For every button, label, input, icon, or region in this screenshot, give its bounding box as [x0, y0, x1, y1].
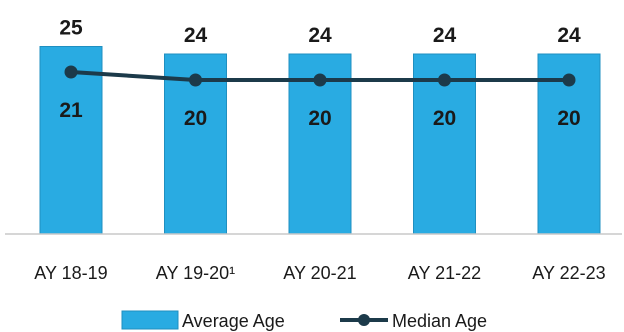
bar-value-label: 24	[308, 24, 332, 47]
median-point	[313, 73, 327, 87]
bar-value-label: 24	[433, 24, 457, 47]
x-tick-label: AY 20-21	[283, 263, 356, 283]
median-value-label: 21	[59, 99, 83, 122]
x-tick-label: AY 21-22	[408, 263, 481, 283]
bar-value-label: 25	[59, 17, 83, 40]
bar-labels-group: 25 24 24 24 24	[59, 17, 581, 48]
x-tick-label: AY 19-20¹	[156, 263, 235, 283]
median-value-label: 20	[308, 107, 331, 130]
median-value-label: 20	[433, 107, 456, 130]
x-tick-label: AY 22-23	[532, 263, 605, 283]
bar-value-label: 24	[184, 24, 208, 47]
median-point	[562, 73, 576, 87]
legend: Average Age Median Age	[121, 310, 487, 331]
legend-marker-median-age	[358, 314, 370, 326]
median-point	[438, 73, 451, 87]
median-point	[189, 73, 202, 87]
median-value-label: 20	[184, 107, 207, 130]
line-series-group	[64, 65, 576, 87]
x-tick-label: AY 18-19	[34, 263, 107, 283]
median-value-label: 20	[557, 107, 580, 130]
legend-label-average-age: Average Age	[182, 311, 285, 331]
line-labels-group: 21 20 20 20 20	[59, 99, 580, 130]
x-tick-labels-group: AY 18-19 AY 19-20¹ AY 20-21 AY 21-22 AY 22-2…	[34, 263, 605, 283]
median-point	[64, 65, 78, 79]
legend-swatch-average-age	[121, 310, 179, 330]
bar-value-label: 24	[557, 24, 581, 47]
legend-label-median-age: Median Age	[392, 311, 487, 331]
